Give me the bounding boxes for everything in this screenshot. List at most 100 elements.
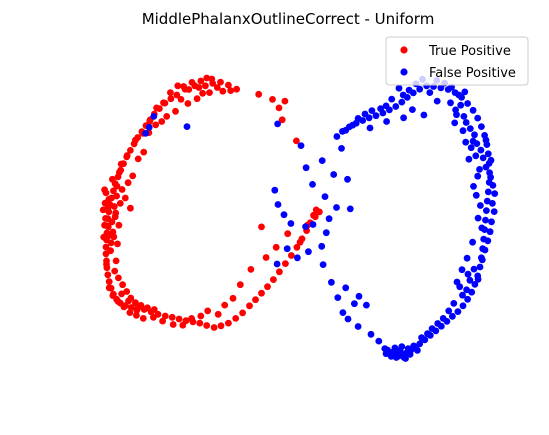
- point-true-positive-115: [115, 169, 123, 176]
- point-true-positive-131: [206, 89, 213, 96]
- point-true-positive-130: [213, 84, 221, 91]
- point-false-positive-143: [439, 315, 447, 322]
- point-false-positive-182: [366, 124, 374, 132]
- point-true-positive-148: [311, 213, 319, 221]
- point-false-positive-187: [452, 106, 459, 114]
- point-true-positive-51: [161, 312, 169, 320]
- point-true-positive-2: [233, 85, 241, 93]
- point-false-positive-142: [445, 307, 453, 315]
- point-true-positive-145: [278, 116, 286, 124]
- point-true-positive-111: [121, 194, 129, 202]
- point-true-positive-176: [110, 233, 118, 241]
- point-false-positive-76: [478, 123, 485, 130]
- point-true-positive-95: [115, 274, 122, 282]
- point-false-positive-66: [482, 216, 489, 224]
- point-false-positive-170: [405, 86, 413, 94]
- point-false-positive-146: [424, 330, 431, 338]
- point-false-positive-103: [404, 345, 412, 352]
- point-false-positive-117: [462, 119, 470, 126]
- point-false-positive-59: [471, 281, 479, 288]
- point-false-positive-57: [464, 295, 471, 303]
- point-false-positive-28: [319, 261, 327, 268]
- point-false-positive-36: [344, 315, 352, 323]
- point-true-positive-121: [153, 104, 161, 112]
- point-true-positive-56: [196, 319, 204, 327]
- point-false-positive-25: [273, 260, 281, 268]
- point-true-positive-151: [284, 230, 292, 238]
- point-true-positive-123: [167, 89, 174, 96]
- point-false-positive-139: [459, 291, 466, 299]
- point-false-positive-11: [333, 204, 340, 211]
- point-false-positive-30: [334, 294, 342, 301]
- point-true-positive-180: [116, 200, 124, 207]
- point-true-positive-67: [270, 276, 277, 283]
- point-true-positive-89: [102, 215, 109, 222]
- point-false-positive-29: [328, 278, 335, 286]
- point-false-positive-93: [372, 112, 380, 120]
- point-false-positive-21: [274, 201, 282, 208]
- point-false-positive-6: [302, 164, 310, 172]
- point-true-positive-126: [188, 79, 196, 86]
- point-true-positive-100: [137, 302, 145, 309]
- point-false-positive-54: [449, 312, 456, 320]
- point-false-positive-136: [466, 276, 474, 284]
- point-true-positive-120: [146, 118, 154, 125]
- point-true-positive-124: [174, 82, 182, 90]
- point-false-positive-180: [342, 126, 350, 134]
- point-false-positive-128: [490, 208, 498, 216]
- point-false-positive-122: [479, 154, 487, 162]
- legend-frame: [385, 36, 529, 86]
- point-true-positive-4: [217, 78, 224, 86]
- point-true-positive-86: [114, 240, 121, 248]
- point-false-positive-55: [454, 308, 462, 315]
- point-true-positive-166: [150, 313, 157, 321]
- point-true-positive-21: [126, 147, 134, 154]
- point-false-positive-12: [330, 171, 338, 178]
- point-false-positive-24: [283, 245, 291, 253]
- point-true-positive-106: [118, 186, 126, 193]
- point-true-positive-90: [104, 204, 112, 212]
- point-false-positive-118: [466, 125, 474, 132]
- point-false-positive-4: [274, 120, 281, 128]
- point-false-positive-78: [469, 106, 477, 114]
- point-false-positive-90: [392, 103, 400, 110]
- legend-label-true-positive: True Positive: [428, 44, 511, 59]
- point-true-positive-133: [163, 113, 171, 120]
- point-true-positive-59: [217, 322, 225, 330]
- point-false-positive-107: [406, 351, 414, 358]
- point-false-positive-195: [474, 172, 482, 180]
- point-true-positive-140: [199, 89, 207, 97]
- point-false-positive-9: [321, 193, 329, 201]
- point-true-positive-12: [167, 95, 175, 103]
- point-false-positive-121: [477, 146, 485, 154]
- point-false-positive-20: [271, 186, 279, 194]
- point-false-positive-68: [483, 197, 491, 205]
- point-false-positive-129: [488, 218, 495, 226]
- point-false-positive-86: [416, 85, 424, 93]
- point-true-positive-91: [115, 221, 123, 229]
- point-true-positive-127: [195, 84, 203, 91]
- point-true-positive-82: [104, 223, 112, 231]
- point-false-positive-174: [382, 102, 390, 110]
- point-true-positive-1: [227, 87, 235, 94]
- point-false-positive-69: [484, 188, 492, 196]
- point-true-positive-3: [225, 81, 232, 89]
- point-false-positive-34: [355, 292, 363, 300]
- point-false-positive-73: [484, 150, 492, 158]
- point-true-positive-61: [232, 315, 240, 322]
- point-true-positive-175: [107, 239, 115, 247]
- point-false-positive-31: [339, 309, 347, 316]
- point-false-positive-27: [309, 221, 317, 228]
- point-true-positive-70: [288, 252, 295, 259]
- point-false-positive-14: [344, 175, 351, 183]
- point-false-positive-158: [469, 238, 476, 246]
- point-false-positive-131: [484, 237, 492, 245]
- point-false-positive-153: [470, 183, 477, 190]
- point-false-positive-148: [459, 127, 467, 135]
- point-false-positive-127: [489, 200, 496, 207]
- point-true-positive-153: [262, 254, 270, 261]
- point-false-positive-7: [309, 181, 316, 188]
- point-false-positive-186: [447, 99, 454, 107]
- point-true-positive-162: [188, 315, 196, 322]
